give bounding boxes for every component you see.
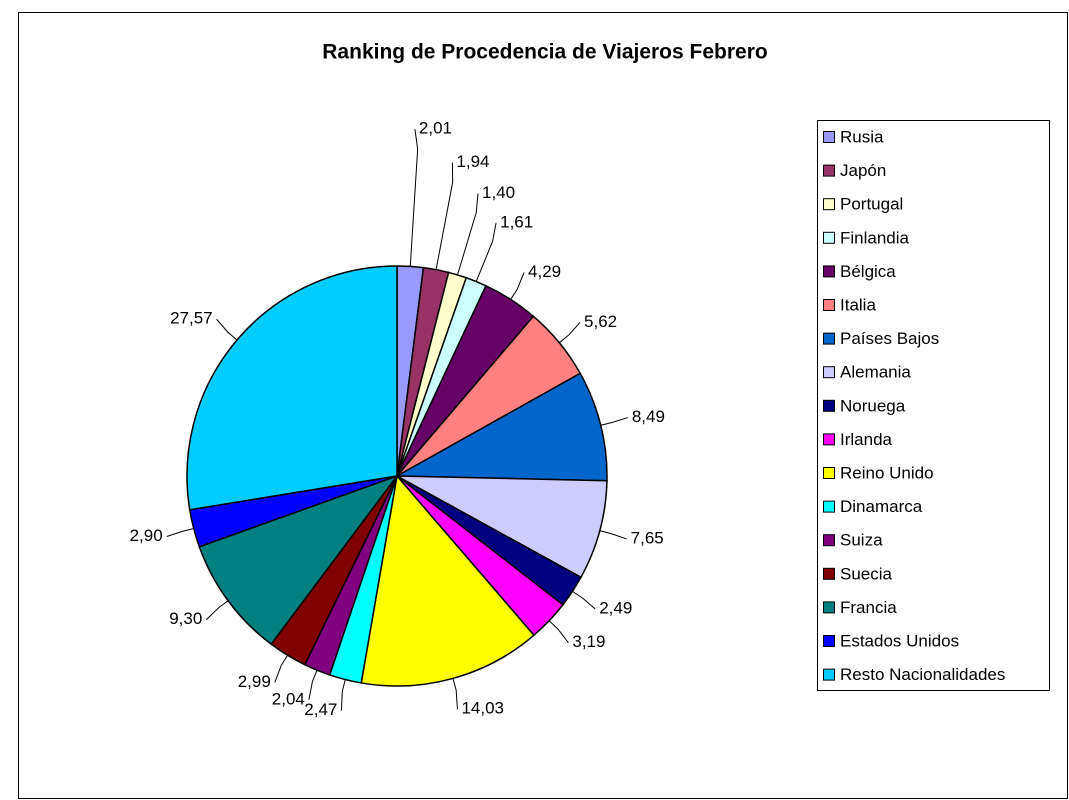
leader-line <box>216 318 238 341</box>
data-label: 1,61 <box>500 212 533 231</box>
legend-label: Japón <box>840 161 886 180</box>
leader-line <box>409 129 419 267</box>
leader-line <box>572 590 596 610</box>
leader-line <box>308 669 318 700</box>
leader-line <box>559 322 581 344</box>
pie-slice <box>186 265 398 511</box>
legend-label: Dinamarca <box>840 497 923 516</box>
legend-swatch <box>823 601 835 614</box>
pie-slice <box>198 474 400 646</box>
legend-swatch <box>823 366 835 379</box>
legend-swatch <box>823 433 835 446</box>
leader-line <box>452 678 458 710</box>
data-label: 8,49 <box>632 407 665 426</box>
legend-label: Noruega <box>840 396 906 415</box>
leader-line <box>166 528 194 537</box>
data-label: 5,62 <box>584 312 617 331</box>
leader-line <box>205 600 229 621</box>
legend-label: Resto Nacionalidades <box>840 665 1005 684</box>
legend-label: Suiza <box>840 531 883 550</box>
legend-label: Bélgica <box>840 262 896 281</box>
legend-label: Francia <box>840 598 897 617</box>
chart-title: Ranking de Procedencia de Viajeros Febre… <box>322 41 767 64</box>
data-label: 14,03 <box>461 699 504 718</box>
legend-label: Irlanda <box>840 430 893 449</box>
data-label: 2,49 <box>599 598 632 617</box>
legend-label: Italia <box>840 295 876 314</box>
pie-slice <box>396 475 608 579</box>
legend-label: Países Bajos <box>840 329 939 348</box>
legend-swatch <box>823 467 835 479</box>
legend-swatch <box>823 131 835 143</box>
legend-label: Rusia <box>840 127 884 146</box>
legend-label: Portugal <box>840 195 903 214</box>
leader-line <box>340 679 346 711</box>
pie-slice <box>360 474 536 687</box>
leader-line <box>435 162 454 270</box>
data-label: 1,94 <box>456 152 489 171</box>
data-label: 7,65 <box>631 528 664 547</box>
legend-swatch <box>823 299 835 311</box>
data-label: 2,01 <box>419 119 452 138</box>
legend-swatch <box>823 668 835 681</box>
legend-label: Estados Unidos <box>840 631 959 650</box>
pie-slice <box>394 372 608 482</box>
data-label: 3,19 <box>572 632 605 651</box>
legend-swatch <box>823 198 835 211</box>
legend-swatch <box>823 164 835 177</box>
leader-line <box>548 620 569 644</box>
legend-label: Suecia <box>840 564 893 583</box>
leader-line <box>599 530 627 540</box>
leader-line <box>274 654 288 683</box>
data-label: 27,57 <box>170 309 213 328</box>
data-label: 2,47 <box>304 700 337 719</box>
legend-swatch <box>823 231 835 244</box>
leader-line <box>457 193 479 276</box>
legend-label: Alemania <box>840 363 911 382</box>
legend-label: Finlandia <box>840 228 910 247</box>
leader-line <box>600 417 628 426</box>
leader-line <box>510 272 525 300</box>
data-label: 2,04 <box>272 689 305 708</box>
data-label: 1,40 <box>482 183 515 202</box>
legend-swatch <box>823 567 835 580</box>
data-label: 4,29 <box>528 262 561 281</box>
legend-swatch <box>823 332 835 345</box>
legend-swatch <box>823 635 835 647</box>
legend-box <box>817 120 1050 691</box>
legend-swatch <box>823 500 835 513</box>
data-label: 2,99 <box>238 672 271 691</box>
legend-swatch <box>823 534 835 547</box>
data-label: 2,90 <box>130 526 163 545</box>
data-label: 9,30 <box>169 609 202 628</box>
legend-swatch <box>823 399 835 412</box>
leader-line <box>475 222 497 282</box>
legend-label: Reino Unido <box>840 463 934 482</box>
legend-swatch <box>823 265 835 278</box>
